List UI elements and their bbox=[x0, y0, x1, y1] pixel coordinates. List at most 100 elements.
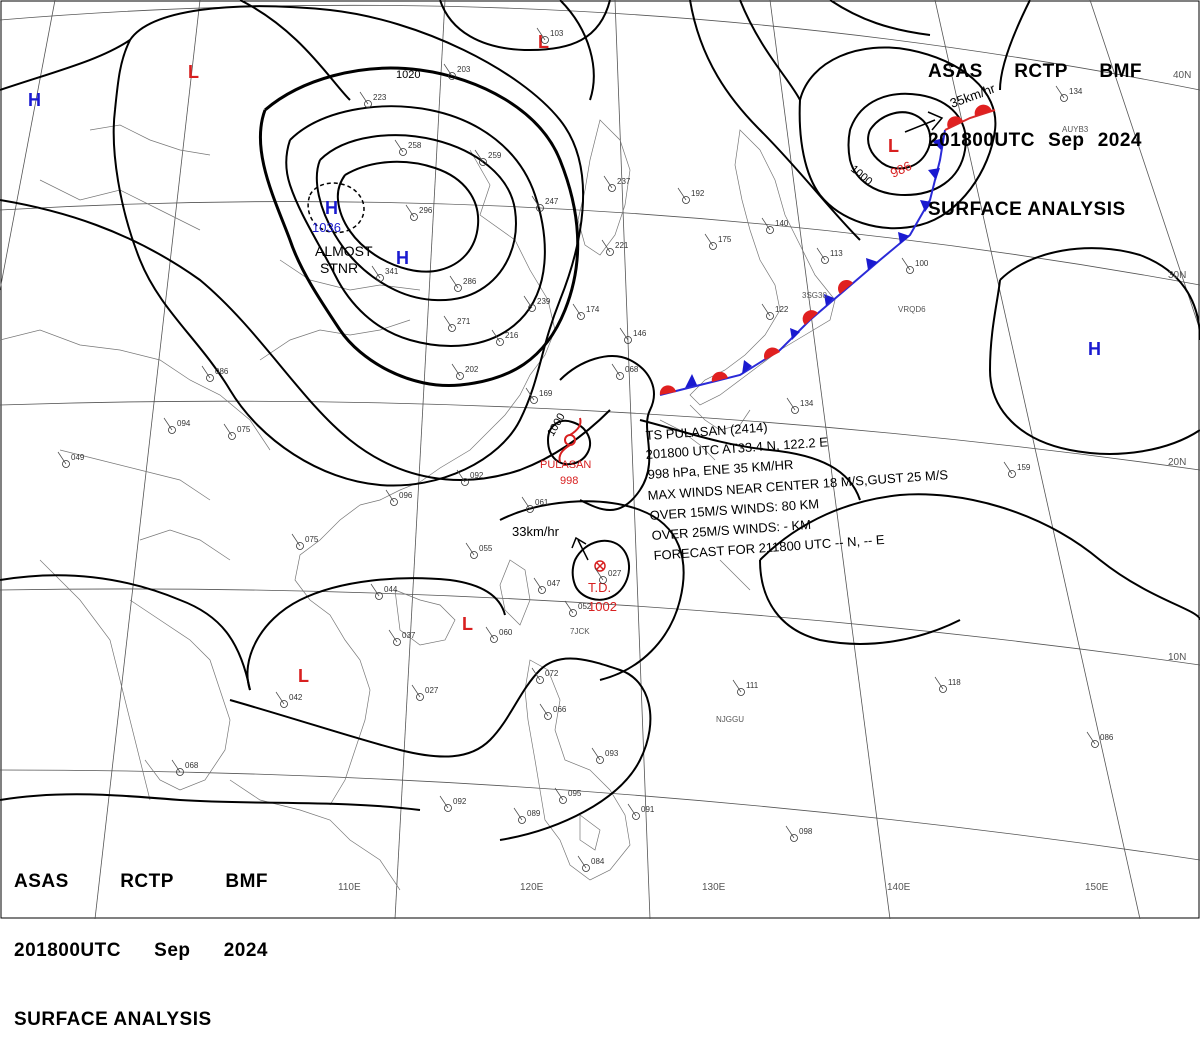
ship-id: NJGGU bbox=[716, 715, 744, 724]
station-pressure: 192 bbox=[691, 189, 705, 198]
coastlines bbox=[0, 119, 836, 891]
station-marker bbox=[410, 213, 418, 221]
station-marker bbox=[518, 816, 526, 824]
station-marker bbox=[766, 226, 774, 234]
station-marker bbox=[526, 505, 534, 513]
station-pressure: 042 bbox=[289, 693, 303, 702]
station-pressure: 047 bbox=[547, 579, 561, 588]
wind-barb bbox=[359, 91, 369, 105]
station-pressure: 146 bbox=[633, 329, 647, 338]
station-marker bbox=[375, 592, 383, 600]
high-main-symbol: H bbox=[325, 198, 338, 218]
pulasan-name: PULASAN bbox=[540, 459, 591, 471]
header-office: RCTP bbox=[120, 871, 174, 892]
wind-barb bbox=[439, 795, 449, 809]
high-east-symbol: H bbox=[1088, 339, 1101, 359]
station-marker bbox=[490, 635, 498, 643]
wind-barb bbox=[57, 451, 67, 465]
station-pressure: 066 bbox=[553, 705, 567, 714]
wind-barb bbox=[163, 417, 173, 431]
station-pressure: 134 bbox=[800, 399, 814, 408]
wind-barb bbox=[786, 397, 796, 411]
station-pressure: 341 bbox=[385, 267, 399, 276]
station-pressure: 113 bbox=[830, 249, 843, 258]
wind-barb bbox=[449, 275, 459, 289]
wind-barb bbox=[785, 825, 795, 839]
station-marker bbox=[393, 638, 401, 646]
station-pressure: 049 bbox=[71, 453, 85, 462]
station-marker bbox=[608, 184, 616, 192]
station-pressure: 237 bbox=[617, 177, 631, 186]
ship-id: 3SG30 bbox=[802, 291, 827, 300]
station-marker bbox=[624, 336, 632, 344]
lon-label-120e: 120E bbox=[520, 882, 544, 893]
station-marker bbox=[62, 460, 70, 468]
station-pressure: 134 bbox=[1069, 87, 1083, 96]
station-pressure: 092 bbox=[453, 797, 467, 806]
station-pressure: 093 bbox=[605, 749, 619, 758]
header-title: SURFACE ANALYSIS bbox=[14, 1009, 212, 1030]
wind-barb bbox=[223, 423, 233, 437]
map-header-top-right: ASAS RCTP BMF 201800UTC Sep 2024 SURFACE… bbox=[928, 14, 1142, 244]
station-marker bbox=[448, 324, 456, 332]
wind-barb bbox=[525, 387, 535, 401]
station-marker bbox=[709, 242, 717, 250]
station-pressure: 271 bbox=[457, 317, 471, 326]
station-pressure: 296 bbox=[419, 206, 433, 215]
station-marker bbox=[821, 256, 829, 264]
wind-barb bbox=[533, 577, 543, 591]
td-motion: 33km/hr bbox=[512, 524, 560, 539]
station-marker bbox=[376, 274, 384, 282]
station-pressure: 092 bbox=[470, 471, 484, 480]
station-pressure: 223 bbox=[373, 93, 387, 102]
station-marker bbox=[536, 204, 544, 212]
wind-barb bbox=[761, 217, 771, 231]
station-pressure: 075 bbox=[237, 425, 251, 434]
station-pressure: 068 bbox=[185, 761, 199, 770]
station-marker bbox=[582, 864, 590, 872]
wind-barb bbox=[491, 329, 501, 343]
lat-label-30n: 30N bbox=[1168, 270, 1186, 281]
wind-barb bbox=[732, 679, 742, 693]
station-marker bbox=[1060, 94, 1068, 102]
station-pressure: 027 bbox=[425, 686, 439, 695]
station-pressure: 075 bbox=[305, 535, 319, 544]
station-pressure: 175 bbox=[718, 235, 732, 244]
station-marker bbox=[596, 756, 604, 764]
station-pressure: 060 bbox=[499, 628, 513, 637]
station-pressure: 103 bbox=[550, 29, 564, 38]
station-pressure: 118 bbox=[948, 678, 961, 687]
wind-barb bbox=[536, 27, 546, 41]
station-marker bbox=[599, 576, 607, 584]
station-marker bbox=[577, 312, 585, 320]
station-marker bbox=[616, 372, 624, 380]
station-pressure: 258 bbox=[408, 141, 422, 150]
station-marker bbox=[737, 688, 745, 696]
wind-barb bbox=[513, 807, 523, 821]
station-pressure: 086 bbox=[215, 367, 229, 376]
header-time: 201800UTC bbox=[928, 130, 1035, 151]
lat-label-40n: 40N bbox=[1173, 70, 1191, 81]
wind-barb bbox=[531, 195, 541, 209]
station-pressure: 044 bbox=[384, 585, 398, 594]
header-time: 201800UTC bbox=[14, 940, 121, 961]
almost-stnr-2: STNR bbox=[320, 260, 358, 276]
station-marker bbox=[444, 804, 452, 812]
station-marker bbox=[280, 700, 288, 708]
wind-barb bbox=[591, 747, 601, 761]
station-marker bbox=[536, 676, 544, 684]
station-marker bbox=[530, 396, 538, 404]
station-marker bbox=[541, 36, 549, 44]
station-marker bbox=[448, 72, 456, 80]
wind-barb bbox=[521, 496, 531, 510]
graticule-labels: 40N 30N 20N 10N 110E 120E 130E 140E 150E bbox=[338, 70, 1191, 893]
high-second-symbol: H bbox=[396, 248, 409, 268]
wind-barb bbox=[603, 175, 613, 189]
station-pressure: 098 bbox=[799, 827, 813, 836]
station-pressure: 216 bbox=[505, 331, 519, 340]
high-west-symbol: H bbox=[28, 90, 41, 110]
station-pressure: 122 bbox=[775, 305, 789, 314]
station-marker bbox=[470, 551, 478, 559]
low-north-symbol: L bbox=[538, 32, 549, 52]
header-title: SURFACE ANALYSIS bbox=[928, 199, 1126, 220]
